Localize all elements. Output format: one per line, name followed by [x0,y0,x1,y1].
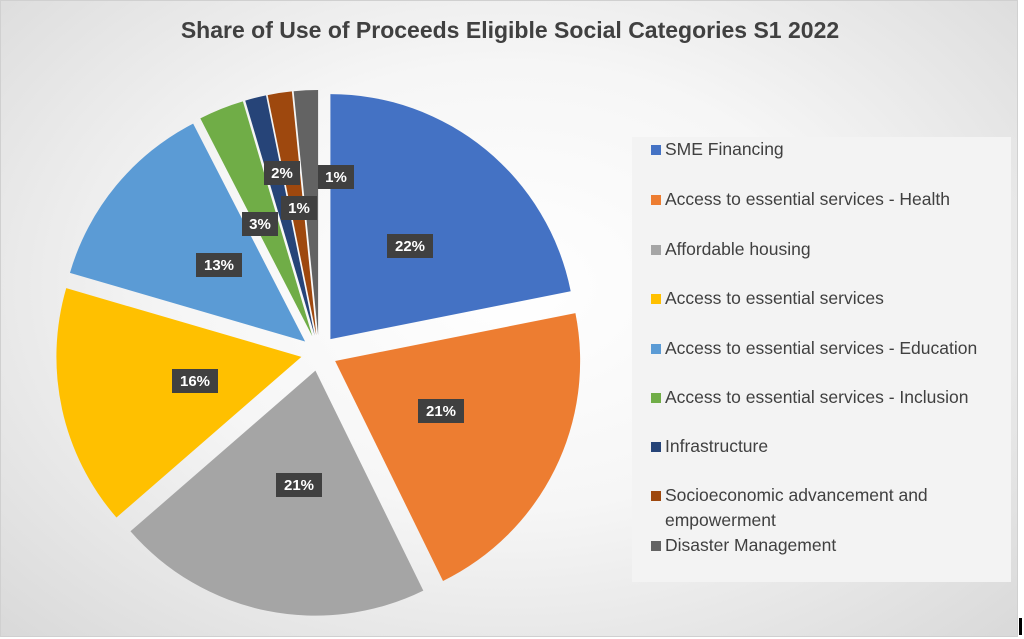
data-label-4: 13% [196,253,242,277]
svg-text:22%: 22% [395,238,425,255]
data-label-1: 21% [418,399,464,423]
legend-swatch-6 [651,442,661,452]
data-label-7: 2% [264,161,300,185]
legend-item-2: Affordable housing [651,237,1001,262]
legend-item-1: Access to essential services - Health [651,187,1001,212]
legend-label-7: Socioeconomic advancement and empowermen… [665,485,928,530]
data-label-6: 1% [281,196,317,220]
legend-swatch-5 [651,393,661,403]
svg-text:16%: 16% [180,373,210,390]
legend-label-4: Access to essential services - Education [665,338,978,358]
svg-text:3%: 3% [249,216,271,233]
pie-slice-6 [245,95,315,336]
legend-item-4: Access to essential services - Education [651,336,1001,361]
legend-label-1: Access to essential services - Health [665,189,950,209]
legend-item-7: Socioeconomic advancement and empowermen… [651,483,1001,533]
legend-label-5: Access to essential services - Inclusion [665,387,969,407]
edge-mark [1019,618,1022,635]
legend-label-8: Disaster Management [665,535,837,555]
legend-label-2: Affordable housing [665,239,811,259]
legend: SME Financing Access to essential service… [632,137,1011,582]
legend-label-6: Infrastructure [665,436,769,456]
pie-slice-3 [56,288,302,518]
data-label-5: 3% [242,212,278,236]
legend-item-0: SME Financing [651,137,1001,162]
data-label-8: 1% [318,165,354,189]
data-label-3: 16% [172,369,218,393]
svg-text:1%: 1% [325,169,347,186]
svg-text:21%: 21% [284,477,314,494]
svg-text:2%: 2% [271,165,293,182]
legend-swatch-7 [651,491,661,501]
legend-item-5: Access to essential services - Inclusion [651,385,1001,410]
legend-swatch-8 [651,541,661,551]
legend-swatch-4 [651,344,661,354]
pie-slice-0 [330,94,571,340]
legend-swatch-2 [651,245,661,255]
legend-item-3: Access to essential services [651,286,1001,311]
pie-slice-1 [335,313,581,581]
chart-title: Share of Use of Proceeds Eligible Social… [180,17,840,43]
pie-slice-4 [69,123,306,342]
legend-label-0: SME Financing [665,139,784,159]
legend-swatch-3 [651,294,661,304]
legend-label-3: Access to essential services [665,288,884,308]
data-label-2: 21% [276,473,322,497]
legend-swatch-1 [651,195,661,205]
legend-item-8: Disaster Management [651,533,1001,558]
svg-text:13%: 13% [204,257,234,274]
legend-item-6: Infrastructure [651,434,1001,459]
legend-swatch-0 [651,145,661,155]
svg-text:1%: 1% [288,200,310,217]
data-label-0: 22% [387,234,433,258]
svg-text:21%: 21% [426,403,456,420]
